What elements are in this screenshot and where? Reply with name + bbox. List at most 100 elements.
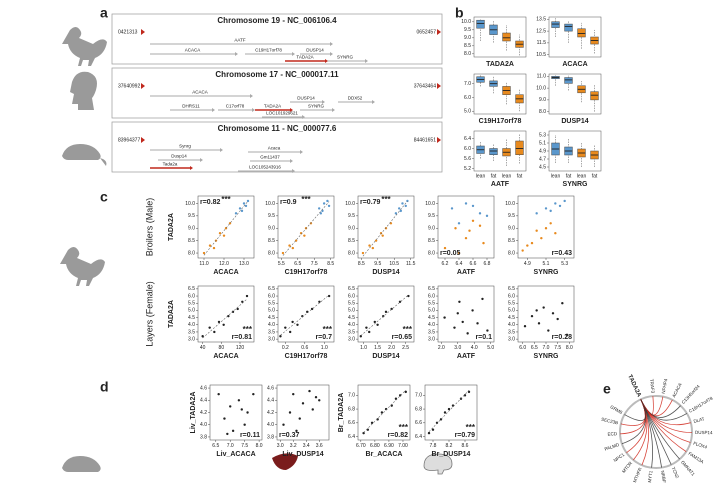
point (549, 222, 552, 225)
x-tick-label: 8.6 (462, 443, 469, 449)
gene-label: Acaca (268, 146, 281, 151)
point (561, 302, 564, 305)
y-tick-label: 8.5 (464, 43, 471, 49)
y-tick-label: 5.5 (508, 301, 515, 307)
gene-label: GRM8 (609, 404, 623, 415)
gene-title: TADA2A (486, 61, 514, 68)
x-axis-label: DUSP14 (372, 269, 399, 276)
y-tick-label: 5.6 (464, 156, 471, 162)
y-tick-label: 6.4 (415, 434, 422, 440)
x-tick-label: 6.5 (212, 443, 219, 449)
significance: *** (323, 325, 333, 334)
start-position: 37640992 (118, 83, 140, 89)
gene-label: ACACA (185, 48, 201, 53)
point (397, 207, 401, 210)
gene-label: DLAT (693, 416, 705, 424)
end-position: 84461651 (414, 137, 436, 143)
x-axis-label: C19H17orf78 (285, 353, 328, 360)
gene-arrow-head (200, 158, 203, 162)
box (489, 148, 498, 155)
point (486, 329, 489, 332)
gene-label: TADA2A (264, 104, 281, 109)
point (530, 314, 534, 318)
gene-arrow-head (212, 108, 215, 112)
y-tick-label: 4.6 (267, 385, 274, 391)
point (362, 431, 365, 435)
y-tick-label: 6.5 (428, 286, 435, 292)
plot-frame (437, 285, 495, 343)
gene-label: DUSP14 (695, 430, 713, 435)
y-tick-label: 9.5 (188, 213, 195, 219)
x-tick-label: 8.5 (358, 261, 365, 267)
gene-arrow-head (190, 166, 193, 170)
x-tick-label: 11.5 (406, 261, 416, 267)
y-tick-label: 5.2 (464, 166, 471, 172)
y-tick-label: 4.5 (428, 315, 435, 321)
gene-label: Gm11437 (260, 155, 280, 160)
start-flag (141, 29, 145, 35)
x-tick-label: 0.6 (301, 345, 308, 351)
gene-label: C19H17orf78 (688, 395, 714, 413)
x-tick-label: 3.6 (316, 443, 323, 449)
plot-frame (473, 130, 527, 172)
x-tick-label: 6.5 (294, 261, 301, 267)
y-tick-label: 5.0 (464, 109, 471, 115)
point (246, 199, 250, 203)
group-label: lean (502, 173, 512, 179)
point (523, 325, 527, 328)
point (379, 232, 383, 235)
gene-label: DUSP14 (306, 48, 324, 53)
plot-frame (548, 16, 602, 58)
box (551, 21, 560, 28)
point (544, 207, 548, 210)
x-axis-label: AATF (457, 353, 476, 360)
y-tick-label: 9.5 (268, 213, 275, 219)
point (296, 323, 299, 326)
y-axis-label: Br_TADA2A (338, 393, 345, 433)
y-tick-label: 5.0 (188, 308, 195, 314)
chromosome-title: Chromosome 19 - NC_006106.4 (217, 16, 337, 25)
group-label: fat (491, 173, 497, 179)
point (398, 394, 402, 397)
plot-frame (197, 285, 255, 343)
point (218, 232, 222, 235)
y-tick-label: 10.0 (461, 19, 471, 25)
y-tick-label: 6.5 (188, 286, 195, 292)
y-tick-label: 7.0 (415, 393, 422, 399)
point (252, 392, 255, 396)
x-tick-label: 5.5 (278, 261, 285, 267)
point (311, 408, 314, 411)
point (231, 310, 235, 314)
point (447, 407, 451, 411)
x-tick-label: 7.5 (554, 345, 561, 351)
point (238, 207, 242, 210)
point (246, 411, 249, 414)
gene-label: MTOR (621, 460, 634, 474)
point (443, 316, 446, 319)
human-icon (70, 71, 97, 110)
plot-frame (517, 195, 575, 259)
chicken-icon (60, 247, 105, 286)
gene-title: DUSP14 (561, 118, 588, 125)
point (361, 251, 365, 255)
point (556, 317, 559, 321)
gene-label: TRAF3 (649, 379, 655, 394)
gene-label: FAM13A (688, 451, 705, 465)
x-tick-label: 40 (200, 345, 206, 351)
x-tick-label: 3.4 (303, 443, 310, 449)
y-tick-label: 4.5 (348, 315, 355, 321)
point (222, 234, 226, 237)
point (530, 241, 534, 245)
point (384, 310, 388, 314)
x-tick-label: 2.0 (388, 345, 395, 351)
plot-frame (277, 195, 335, 259)
point (463, 394, 467, 397)
gene-label: NRBF2 (660, 470, 667, 483)
significance: *** (399, 423, 409, 432)
x-tick-label: 3.0 (454, 345, 461, 351)
panel-label: b (455, 5, 464, 21)
plot-frame (473, 16, 527, 58)
point (554, 232, 557, 235)
point (458, 300, 461, 303)
point (208, 244, 212, 247)
